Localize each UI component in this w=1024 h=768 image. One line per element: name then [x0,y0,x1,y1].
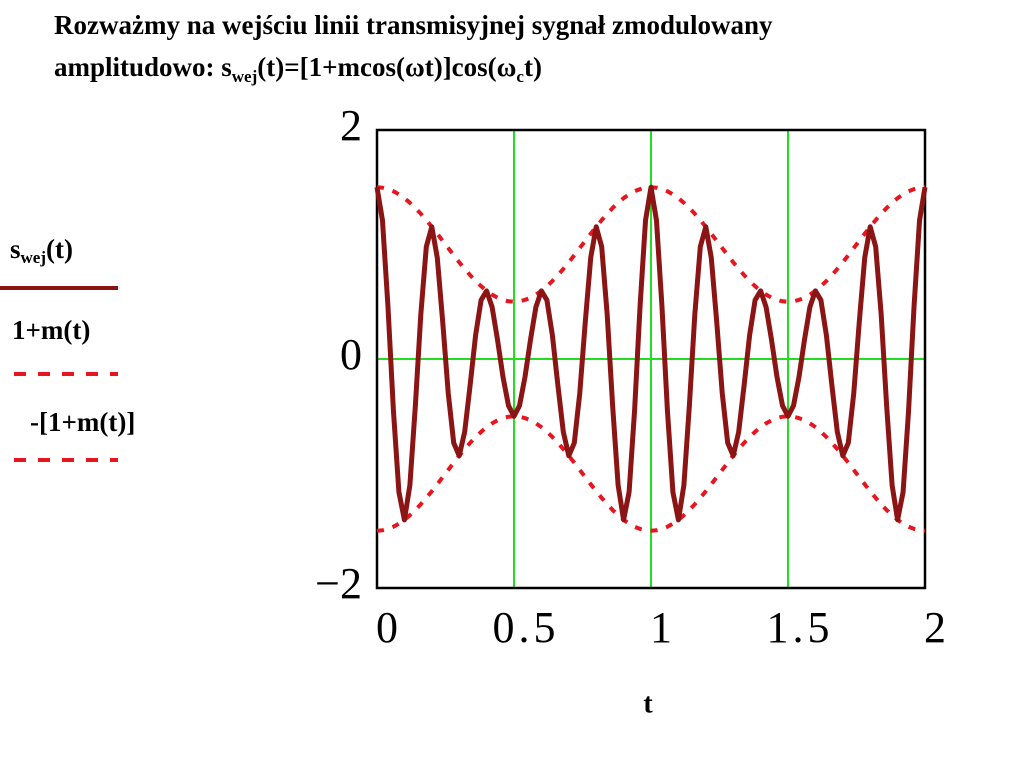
legend-label-part: s [10,234,21,264]
legend-label-part: 1+m(t) [12,315,90,345]
y-tick-label: 2 [340,101,362,150]
title-text: amplitudowo: s [54,52,232,82]
legend-label: 1+m(t) [12,315,90,345]
legend-label-part: wej [21,248,46,267]
legend-label: -[1+m(t)] [30,407,135,437]
y-tick-label: −2 [315,559,362,608]
y-tick-label: 0 [340,330,362,379]
plot-frame [375,128,927,590]
x-tick-label: 0 [376,603,402,652]
x-tick-label: 1 [650,603,676,652]
series-line [376,414,926,533]
title-text: Rozważmy na wejściu linii transmisyjnej … [54,10,773,40]
x-tick-label: 2 [924,603,950,652]
title-subscript: wej [231,67,258,86]
x-tick-label: 1.5 [767,603,834,652]
title-subscript: c [516,67,524,86]
title-line: amplitudowo: swej(t)=[1+mcos(ωt)]cos(ωct… [54,52,542,86]
x-axis-label: t [643,688,653,719]
x-tick-label: 0.5 [493,603,560,652]
title-text: t) [523,52,542,82]
series-line [374,184,928,523]
title-text: (t)=[1+mcos(ωt)]cos(ω [257,52,517,82]
legend-label-part: (t) [46,234,73,264]
title-line: Rozważmy na wejściu linii transmisyjnej … [54,10,773,41]
legend-label: swej(t) [10,234,73,267]
legend-label-part: -[1+m(t)] [30,407,135,437]
